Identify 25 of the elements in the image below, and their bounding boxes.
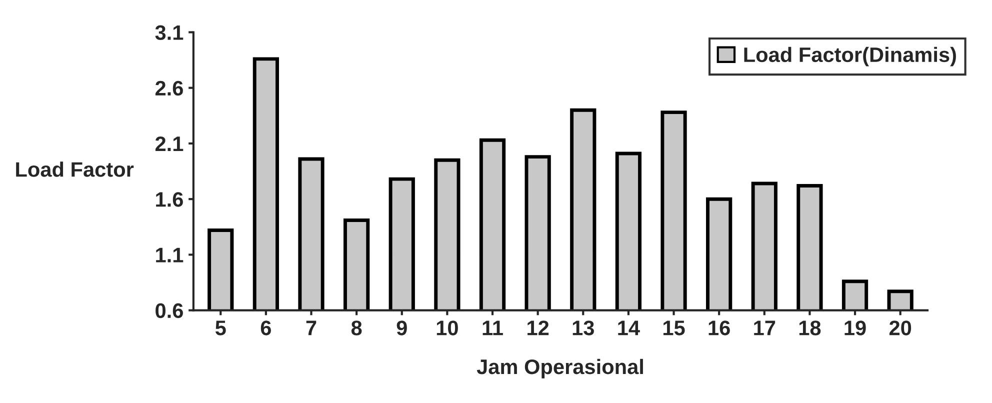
- x-tick-label: 18: [799, 320, 821, 336]
- x-tick-label: 15: [663, 320, 685, 336]
- x-tick-label: 10: [436, 320, 458, 336]
- y-tick-label: 2.6: [155, 80, 183, 96]
- y-tick-label: 1.6: [156, 192, 183, 207]
- y-tick-label: 1.1: [156, 248, 184, 262]
- y-tick-label: 3.1: [155, 25, 184, 40]
- x-tick-label: 17: [754, 320, 776, 336]
- x-tick-label: 16: [708, 320, 730, 336]
- legend-label: Load Factor(Dinamis): [744, 46, 956, 66]
- y-axis-title: Load Factor: [16, 162, 134, 177]
- y-tick-label: 2.1: [155, 136, 184, 152]
- x-tick-label: 19: [844, 320, 866, 336]
- x-tick-label: 5: [215, 320, 226, 336]
- x-tick-label: 9: [396, 320, 407, 336]
- x-tick-label: 14: [618, 320, 640, 336]
- x-tick-label: 13: [572, 320, 594, 336]
- x-tick-label: 7: [306, 320, 316, 336]
- x-tick-label: 8: [351, 320, 362, 336]
- x-axis-title: Jam Operasional: [476, 358, 643, 378]
- x-tick-label: 6: [260, 320, 271, 336]
- x-tick-label: 20: [889, 320, 912, 336]
- y-tick-label: 0.6: [156, 303, 183, 318]
- x-tick-label: 11: [482, 320, 503, 336]
- x-tick-label: 12: [528, 320, 549, 336]
